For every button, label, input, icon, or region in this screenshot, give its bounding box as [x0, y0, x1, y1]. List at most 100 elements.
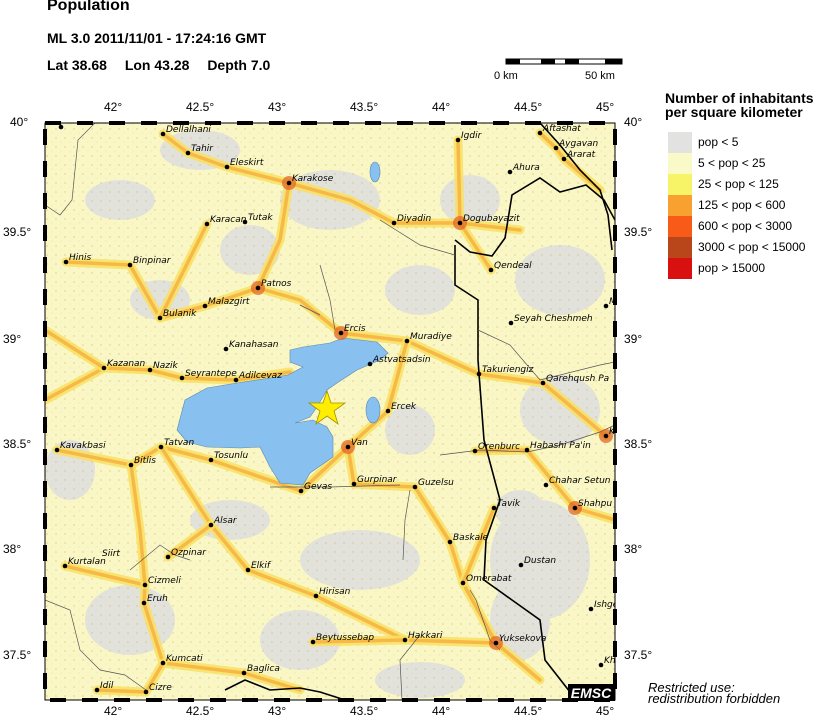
city-label: Baglica [247, 664, 280, 674]
city-dot [204, 221, 210, 227]
road [256, 181, 291, 290]
city-dot [455, 137, 461, 143]
legend-label: 25 < pop < 125 [698, 177, 779, 191]
city-label: Tutak [248, 213, 273, 223]
city-label: Ahura [512, 163, 540, 173]
city-dot [157, 315, 163, 321]
city-dot [457, 220, 463, 226]
road [63, 564, 302, 692]
city-label: Kanahasan [229, 340, 279, 350]
legend-swatch [668, 132, 692, 153]
legend-label: pop > 15000 [698, 261, 766, 275]
road [161, 132, 522, 232]
city-label: Ishge [594, 600, 619, 610]
legend-label: pop < 5 [698, 135, 739, 149]
lat-label-left: 39.5° [3, 225, 32, 239]
city-dot [491, 505, 497, 511]
city-dot [447, 539, 453, 545]
city-dot [472, 448, 478, 454]
city-label: Ercek [391, 402, 417, 412]
city-dot [233, 377, 239, 383]
legend-item: 25 < pop < 125 [668, 174, 822, 195]
city-dot [603, 303, 609, 309]
city-label: Eleskirt [230, 158, 264, 168]
road [166, 523, 213, 559]
city-label: Seyrantepe [185, 369, 237, 379]
road [159, 445, 498, 645]
city-label: Yuksekova [499, 634, 546, 644]
legend-item: 3000 < pop < 15000 [668, 237, 822, 258]
city-dot [385, 408, 391, 414]
city-label: Tavik [497, 499, 521, 509]
legend-swatch [668, 237, 692, 258]
city-dot [101, 365, 107, 371]
city-label: Muradiye [410, 332, 452, 342]
city-dot [460, 580, 466, 586]
legend-item: 125 < pop < 600 [668, 195, 822, 216]
city-label: Ozpinar [171, 548, 207, 558]
scale-start: 0 km [494, 70, 518, 82]
city-label: M [609, 297, 617, 307]
city-label: Takuriengiz [482, 365, 534, 375]
city-dot [412, 484, 418, 490]
city-label: Dogubayazit [463, 214, 520, 224]
city-label: Aftashat [542, 124, 581, 134]
city-label: Qendeal [494, 261, 532, 271]
city-dot [62, 563, 68, 569]
city-dot [561, 156, 567, 162]
road [158, 222, 209, 320]
city-dot [142, 582, 148, 588]
lon-label-top: 44° [432, 100, 451, 114]
city-dot [351, 481, 357, 487]
city-dot [298, 488, 304, 494]
city-label: Diyadin [397, 214, 431, 224]
longitude: Lon 43.28 [124, 57, 190, 73]
scale-end: 50 km [585, 70, 615, 82]
city-dot [345, 444, 351, 450]
legend-item: pop > 15000 [668, 258, 822, 279]
city-dot [508, 320, 514, 326]
city-dot [245, 567, 251, 573]
lon-label-bottom: 44° [432, 704, 451, 718]
legend-swatch [668, 174, 692, 195]
lat-label-left: 40° [10, 115, 29, 129]
star-icon [307, 389, 347, 426]
city-label: Van [351, 438, 368, 448]
lon-label-bottom: 45° [596, 704, 615, 718]
city-label: Bitlis [134, 456, 156, 466]
legend-title-line1: Number of inhabitants [665, 90, 814, 106]
lon-label-top: 43.5° [350, 100, 379, 114]
city-dot [128, 462, 134, 468]
legend-label: 600 < pop < 3000 [698, 219, 793, 233]
city-dot [147, 367, 153, 373]
city-dot [488, 267, 494, 273]
legend-label: 3000 < pop < 15000 [698, 240, 806, 254]
lon-label-top: 42° [104, 100, 123, 114]
map-frame [44, 122, 616, 701]
city-dot [255, 285, 261, 291]
city-label: Cizmeli [148, 576, 181, 586]
city-label: Kavakbasi [60, 441, 106, 451]
road [129, 463, 147, 587]
map-title: Population [47, 0, 130, 14]
city-dot [127, 262, 133, 268]
road [461, 506, 496, 585]
lon-label-top: 43° [268, 100, 287, 114]
city-dot [543, 482, 549, 488]
city-label: Ararat [566, 150, 596, 160]
lat-label-left: 38° [3, 542, 22, 556]
city-label: Kumcati [166, 654, 203, 664]
city-label: Nazik [153, 361, 178, 371]
city-label: Tosunlu [214, 451, 248, 461]
city-dot [94, 687, 100, 693]
city-label: Dustan [524, 556, 556, 566]
city-dot [553, 145, 559, 151]
country-borders [224, 123, 615, 700]
lat-label-left: 37.5° [3, 648, 32, 662]
lon-label-top: 45° [596, 100, 615, 114]
lat-label-right: 38.5° [624, 437, 653, 451]
city-dot [518, 562, 524, 568]
city-label: Hinis [69, 253, 91, 263]
city-dot [208, 457, 214, 463]
